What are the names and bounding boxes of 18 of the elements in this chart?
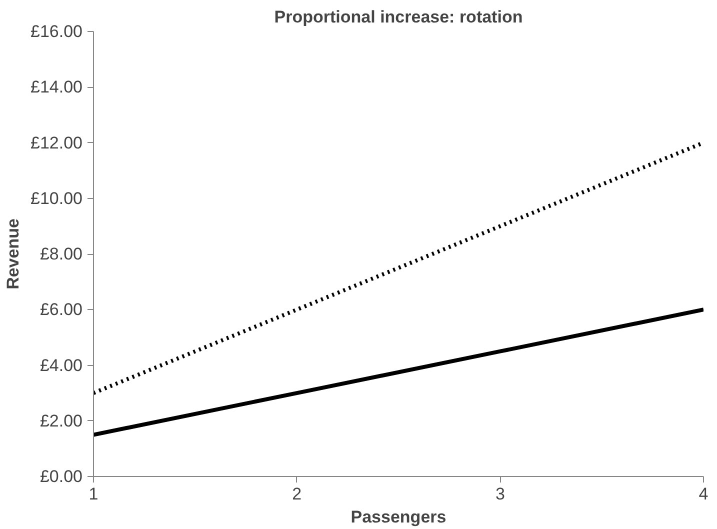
x-tick-label: 4 (698, 484, 708, 504)
x-tick-label: 3 (495, 484, 505, 504)
y-axis-title: Revenue (4, 218, 23, 290)
x-tick-label: 1 (88, 484, 98, 504)
chart-title: Proportional increase: rotation (274, 8, 523, 26)
line-series (94, 308, 704, 437)
y-tick-label: £8.00 (40, 244, 83, 264)
x-axis-title: Passengers (350, 508, 446, 526)
y-tick-label: £10.00 (30, 188, 83, 208)
x-tick-label: 2 (292, 484, 302, 504)
y-tick-label: £6.00 (40, 300, 83, 320)
y-tick-label: £14.00 (30, 78, 83, 97)
y-tick-label: £0.00 (40, 467, 83, 486)
y-tick-label: £4.00 (40, 356, 83, 375)
line-series (94, 140, 704, 396)
y-tick-label: £16.00 (30, 22, 83, 41)
y-tick-label: £12.00 (30, 133, 83, 152)
y-tick-label: £2.00 (40, 411, 83, 430)
